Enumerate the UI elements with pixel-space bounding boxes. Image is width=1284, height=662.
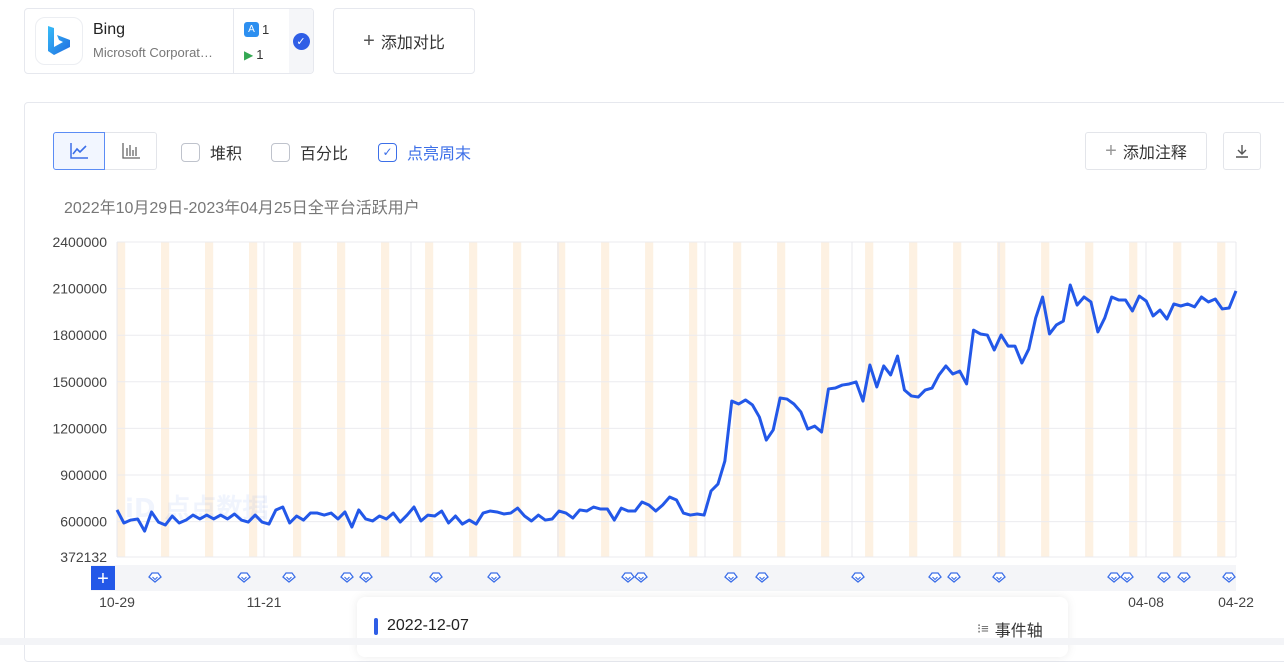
- weekend-band: [733, 242, 741, 557]
- plus-icon: +: [97, 568, 109, 590]
- weekend-band: [1217, 242, 1225, 557]
- bar-chart-button[interactable]: [105, 132, 157, 170]
- event-tooltip: 2022-12-07 ⁝≡事件轴: [357, 597, 1068, 657]
- y-tick-label: 2100000: [52, 281, 107, 297]
- list-icon: ⁝≡: [977, 621, 989, 637]
- stack-label: 堆积: [210, 140, 242, 164]
- bar-chart-icon: [121, 142, 141, 160]
- weekend-label: 点亮周末: [407, 140, 471, 164]
- y-tick-label: 1500000: [52, 374, 107, 390]
- x-tick-label: 04-22: [1218, 594, 1254, 610]
- series-color-marker: [374, 618, 378, 635]
- line-chart: 2400000 2100000 1800000 1500000 1200000 90000…: [0, 220, 1284, 620]
- series-line: [117, 285, 1236, 531]
- add-compare-button[interactable]: + 添加对比: [333, 8, 475, 74]
- app-name: Bing: [93, 21, 233, 39]
- add-note-button[interactable]: + 添加注释: [1085, 132, 1207, 170]
- percent-checkbox[interactable]: 百分比: [271, 140, 348, 164]
- weekend-band: [469, 242, 477, 557]
- y-tick-label: 600000: [60, 514, 107, 530]
- line-chart-icon: [69, 142, 89, 160]
- percent-label: 百分比: [300, 140, 348, 164]
- weekend-band: [689, 242, 697, 557]
- google-play-icon: ▶: [244, 48, 253, 62]
- weekend-band: [425, 242, 433, 557]
- bing-logo: [35, 17, 83, 65]
- line-chart-button[interactable]: [53, 132, 105, 170]
- watermark: iD 点点数据: [125, 493, 269, 524]
- weekend-band: [1129, 242, 1137, 557]
- weekend-band: [381, 242, 389, 557]
- weekend-band: [1085, 242, 1093, 557]
- weekend-band: [645, 242, 653, 557]
- weekend-checkbox[interactable]: ✓ 点亮周末: [378, 140, 471, 164]
- x-tick-label: 11-21: [247, 594, 282, 610]
- chart-type-toggle: [53, 132, 157, 170]
- check-circle-icon: ✓: [293, 33, 310, 50]
- plus-icon: +: [363, 30, 375, 53]
- add-compare-label: 添加对比: [381, 29, 445, 53]
- plus-icon: +: [1105, 140, 1117, 163]
- y-tick-label: 2400000: [52, 234, 107, 250]
- download-icon: [1234, 143, 1250, 159]
- chart-title: 2022年10月29日-2023年04月25日全平台活跃用户: [64, 194, 420, 218]
- x-tick-label: 10-29: [99, 594, 135, 610]
- app-company: Microsoft Corporat…: [93, 45, 229, 60]
- android-store: ▶1: [244, 42, 289, 67]
- weekend-band: [1173, 242, 1181, 557]
- y-tick-label: 1800000: [52, 327, 107, 343]
- android-count: 1: [256, 47, 263, 62]
- add-note-label: 添加注释: [1123, 139, 1187, 163]
- tooltip-date: 2022-12-07: [387, 617, 469, 635]
- y-tick-label: 1200000: [52, 420, 107, 436]
- bottom-bar: [0, 638, 1284, 645]
- weekend-band: [865, 242, 873, 557]
- download-button[interactable]: [1223, 132, 1261, 170]
- checkbox-icon: [271, 143, 290, 162]
- selected-toggle[interactable]: ✓: [289, 9, 313, 73]
- event-axis-track: [91, 565, 1236, 591]
- app-store-icon: A: [244, 22, 259, 37]
- checkbox-icon: [181, 143, 200, 162]
- weekend-band: [953, 242, 961, 557]
- weekend-band: [1041, 242, 1049, 557]
- y-tick-label: 900000: [60, 467, 107, 483]
- ios-count: 1: [262, 22, 269, 37]
- weekend-band: [337, 242, 345, 557]
- weekend-band: [293, 242, 301, 557]
- weekend-band: [909, 242, 917, 557]
- x-tick-label: 04-08: [1128, 594, 1164, 610]
- weekend-band: [997, 242, 1005, 557]
- y-tick-label: 372132: [60, 549, 107, 565]
- checkbox-checked-icon: ✓: [378, 143, 397, 162]
- stack-checkbox[interactable]: 堆积: [181, 140, 242, 164]
